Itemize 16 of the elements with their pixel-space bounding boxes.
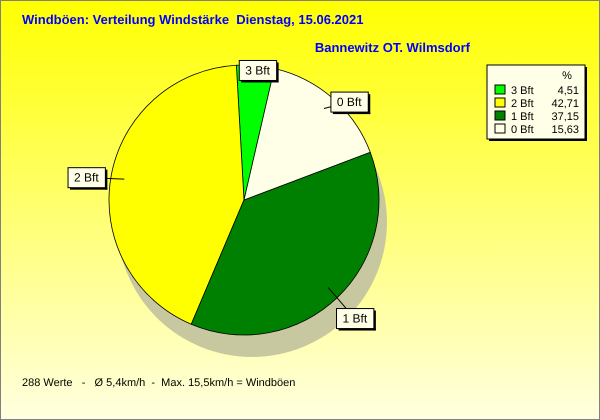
slice-label: 0 Bft — [336, 95, 362, 110]
legend-title: % — [562, 70, 572, 82]
legend-label: 1 Bft — [511, 111, 534, 123]
data-label: 37,15 — [551, 111, 579, 123]
legend-label: 0 Bft — [511, 124, 534, 136]
text: 288 Werte - Ø 5,4km/h - Max. 15,5km/h = Windböen — [22, 377, 296, 389]
chart-title: Windböen: Verteilung Windstärke Dienstag, 15.06.2021 — [22, 12, 364, 27]
data-label: 4,51 — [558, 85, 579, 97]
slice-label: 1 Bft — [342, 312, 368, 326]
slice-label: 2 Bft — [74, 170, 100, 185]
legend-label: 3 Bft — [511, 85, 534, 97]
data-label: 15,63 — [551, 124, 579, 136]
data-label: 42,71 — [551, 98, 579, 110]
legend-label: 2 Bft — [511, 98, 534, 110]
slice-label: 3 Bft — [245, 63, 271, 78]
chart-subtitle: Bannewitz OT. Wilmsdorf — [314, 40, 471, 55]
